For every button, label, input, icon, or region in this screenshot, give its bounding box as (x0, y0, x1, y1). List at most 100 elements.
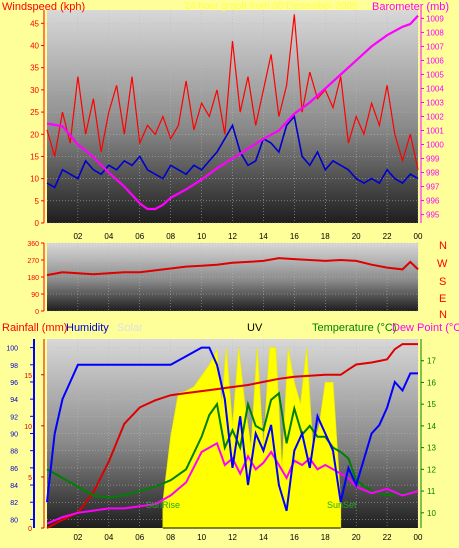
barometer-tick-label: 1006 (426, 56, 444, 65)
barometer-tick-label: 1001 (426, 127, 444, 136)
barometer-tick-label: 1009 (426, 14, 444, 23)
x-tick-label: 16 (290, 232, 299, 241)
windspeed-tick-label: 5 (35, 197, 40, 206)
rainfall-tick-label: 15 (24, 373, 32, 380)
temperature-tick-label: 17 (427, 357, 436, 366)
temperature-tick-label: 14 (427, 422, 436, 431)
barometer-tick-label: 1007 (426, 42, 444, 51)
barometer-tick-label: 999 (426, 155, 440, 164)
x-tick-label: 22 (383, 533, 392, 542)
x-tick-label: 10 (197, 533, 206, 542)
rainfall-tick-label: 5 (28, 475, 32, 482)
temperature-tick-label: 16 (427, 378, 436, 387)
x-tick-label: 06 (135, 533, 144, 542)
compass-label: W (437, 258, 448, 270)
tick-labels: 0510152025303540459959969979989991000100… (6, 14, 444, 542)
x-tick-label: 18 (321, 232, 330, 241)
humidity-tick-label: 82 (10, 500, 18, 507)
x-tick-label: 22 (383, 232, 392, 241)
x-tick-label: 20 (352, 533, 361, 542)
x-tick-label: 14 (259, 232, 268, 241)
barometer-line (46, 14, 419, 211)
solar-axis-title: Solar (117, 322, 143, 334)
temperature-tick-label: 11 (427, 487, 436, 496)
compass-label: E (439, 293, 446, 305)
humidity-axis-title: Humidity (66, 322, 109, 334)
humidity-tick-label: 90 (10, 432, 18, 439)
x-tick-label: 06 (135, 232, 144, 241)
humidity-tick-label: 94 (10, 397, 18, 404)
temperature-axis-title: Temperature (°C) (312, 322, 396, 334)
humidity-tick-label: 80 (10, 517, 18, 524)
x-tick-label: 18 (321, 533, 330, 542)
rainfall-axis-title: Rainfall (mm) (2, 322, 67, 334)
direction-tick-label: 360 (27, 241, 39, 248)
x-tick-label: 12 (228, 232, 237, 241)
humidity-line (46, 346, 418, 512)
temperature-line (46, 391, 419, 499)
windspeed-tick-label: 30 (30, 86, 39, 95)
x-tick-label: 00 (414, 232, 423, 241)
rainfall-tick-label: 0 (28, 526, 32, 533)
compass-label: N (439, 240, 447, 252)
humidity-tick-label: 100 (6, 346, 18, 353)
x-tick-label: 16 (290, 533, 299, 542)
x-tick-label: 14 (259, 533, 268, 542)
solar-area (162, 347, 342, 529)
barometer-tick-label: 1005 (426, 70, 444, 79)
barometer-tick-label: 1008 (426, 28, 444, 37)
x-tick-label: 20 (352, 232, 361, 241)
x-tick-label: 00 (414, 533, 423, 542)
windspeed-tick-label: 40 (30, 42, 39, 51)
windspeed-axis-title: Windspeed (kph) (2, 1, 85, 13)
compass-label: S (439, 276, 446, 288)
barometer-tick-label: 996 (426, 197, 440, 206)
temperature-tick-label: 10 (427, 509, 436, 518)
barometer-tick-label: 1003 (426, 98, 444, 107)
humidity-tick-label: 86 (10, 466, 18, 473)
x-tick-label: 10 (197, 232, 206, 241)
direction-tick-label: 0 (35, 309, 39, 316)
temperature-tick-label: 13 (427, 444, 436, 453)
humidity-tick-label: 98 (10, 363, 18, 370)
dew-point-line (46, 441, 419, 525)
humidity-tick-label: 88 (10, 449, 18, 456)
barometer-tick-label: 1000 (426, 141, 444, 150)
direction-tick-label: 270 (27, 258, 39, 265)
dew-point-axis-title: Dew Point (°C) (392, 322, 459, 334)
barometer-axis-title: Barometer (mb) (372, 1, 449, 13)
barometer-tick-label: 1004 (426, 84, 444, 93)
barometer-tick-label: 997 (426, 183, 440, 192)
wind-direction-line (46, 257, 419, 277)
x-tick-label: 02 (73, 232, 82, 241)
humidity-tick-label: 84 (10, 483, 18, 490)
windspeed-gust-line (46, 14, 419, 170)
x-tick-label: 02 (73, 533, 82, 542)
temperature-tick-label: 15 (427, 400, 436, 409)
x-tick-label: 08 (166, 533, 175, 542)
compass-label: N (439, 309, 447, 321)
sunset-label: SunSet (327, 500, 357, 510)
barometer-tick-label: 1002 (426, 113, 444, 122)
windspeed-average-line (46, 114, 419, 189)
windspeed-tick-label: 20 (30, 130, 39, 139)
barometer-tick-label: 998 (426, 169, 440, 178)
humidity-tick-label: 96 (10, 380, 18, 387)
direction-tick-label: 90 (31, 292, 39, 299)
humidity-tick-label: 92 (10, 414, 18, 421)
x-tick-label: 04 (104, 533, 113, 542)
rainfall-tick-label: 10 (24, 424, 32, 431)
graph-title: 24 hour graph from 00 December 2005 (185, 1, 358, 12)
windspeed-tick-label: 35 (30, 64, 39, 73)
barometer-tick-label: 995 (426, 211, 440, 220)
x-tick-label: 08 (166, 232, 175, 241)
sunrise-label: SunRise (146, 500, 180, 510)
windspeed-tick-label: 10 (30, 175, 39, 184)
windspeed-tick-label: 45 (30, 19, 39, 28)
temperature-tick-label: 12 (427, 465, 436, 474)
windspeed-tick-label: 25 (30, 108, 39, 117)
rainfall-line (46, 343, 418, 529)
windspeed-tick-label: 15 (30, 152, 39, 161)
